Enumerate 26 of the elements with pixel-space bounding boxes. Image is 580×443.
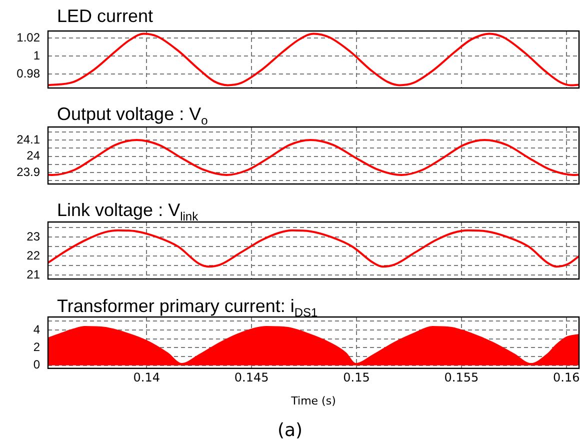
y-tick-label: 24 (26, 148, 40, 162)
y-tick-label: 1.02 (16, 30, 40, 44)
line-series (48, 229, 579, 268)
y-tick-label: 4 (33, 322, 40, 336)
x-tick-label: 0.14 (133, 370, 160, 385)
y-tick-label: 1 (33, 48, 40, 62)
y-tick-label: 24.1 (16, 132, 40, 146)
x-tick-label: 0.16 (553, 370, 580, 385)
y-tick-label: 21 (26, 268, 40, 282)
chart-title: Link voltage : V$_{link}$ (57, 200, 198, 226)
x-tick-label: 0.15 (343, 370, 370, 385)
y-tick-label: 23 (26, 229, 40, 244)
line-series (48, 138, 579, 176)
chart-title: Output voltage : V$_{o}$ (57, 104, 208, 130)
y-tick-label: 0.98 (16, 66, 40, 80)
chart-title: Transformer primary current: i$_{DS1}$ (57, 296, 318, 322)
y-tick-label: 22 (26, 248, 40, 262)
y-tick-label: 23.9 (16, 164, 40, 178)
text: (a) (276, 420, 304, 441)
line-series (48, 32, 579, 86)
x-tick-label: 0.155 (444, 370, 479, 385)
x-tick-label: 0.145 (234, 370, 269, 385)
x-axis-title: Time (s) (290, 394, 336, 408)
y-tick-label: 0 (33, 358, 40, 372)
chart-title: LED current (57, 6, 154, 26)
y-tick-label: 2 (33, 340, 40, 354)
